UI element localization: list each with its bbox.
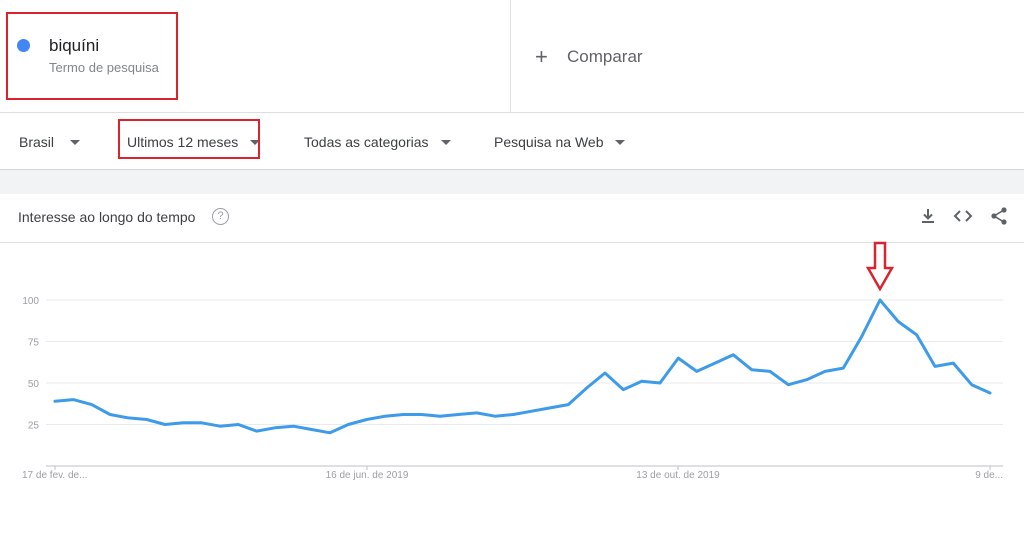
- search-term-name[interactable]: biquíni: [49, 36, 100, 55]
- card-separator: [0, 242, 1024, 243]
- x-tick-label: 17 de fev. de...: [22, 470, 87, 481]
- x-tick-label: 13 de out. de 2019: [636, 470, 720, 481]
- download-icon[interactable]: [918, 206, 938, 226]
- series-line: [53, 298, 992, 435]
- category-label: Todas as categorias: [304, 134, 429, 150]
- section-gap: [0, 170, 1024, 194]
- share-icon[interactable]: [989, 206, 1009, 226]
- search-type-label: Pesquisa na Web: [494, 134, 604, 150]
- region-dropdown[interactable]: Brasil: [19, 134, 81, 150]
- period-highlight-box: [118, 119, 260, 159]
- category-dropdown[interactable]: Todas as categorias: [304, 134, 451, 150]
- embed-icon[interactable]: [953, 206, 973, 226]
- search-term-type: Termo de pesquisa: [49, 60, 159, 75]
- x-tick-label: 16 de jun. de 2019: [326, 470, 409, 481]
- y-tick-label: 75: [28, 338, 40, 349]
- help-icon[interactable]: ?: [212, 208, 229, 225]
- y-tick-label: 100: [22, 296, 39, 307]
- period-dropdown[interactable]: Ultimos 12 meses: [127, 134, 261, 150]
- term-divider: [510, 0, 511, 112]
- search-type-dropdown[interactable]: Pesquisa na Web: [494, 134, 626, 150]
- caret-down-icon: [615, 139, 626, 145]
- peak-arrow-icon: [865, 241, 895, 292]
- region-label: Brasil: [19, 134, 55, 150]
- y-tick-label: 25: [28, 421, 40, 432]
- interest-line-chart: 25 50 75 100 17 de fev. de... 16 de jun. de 2…: [22, 241, 1003, 481]
- x-tick-label: 9 de...: [975, 470, 1003, 481]
- period-label: Ultimos 12 meses: [127, 134, 239, 150]
- compare-button[interactable]: + Comparar: [535, 44, 643, 69]
- filter-bar: Brasil Ultimos 12 meses Todas as categor…: [0, 113, 1024, 170]
- plus-icon: +: [535, 44, 548, 69]
- caret-down-icon: [70, 139, 81, 145]
- term-color-dot: [17, 39, 30, 52]
- caret-down-icon: [440, 139, 451, 145]
- y-tick-label: 50: [28, 379, 40, 390]
- term-highlight-box: [6, 12, 178, 100]
- caret-down-icon: [250, 139, 261, 145]
- compare-label: Comparar: [567, 47, 643, 66]
- card-title: Interesse ao longo do tempo: [18, 209, 196, 225]
- search-term-area: biquíni Termo de pesquisa + Comparar: [0, 0, 1024, 113]
- interest-over-time-card: Interesse ao longo do tempo ? 25 50 75 100 1…: [0, 194, 1024, 541]
